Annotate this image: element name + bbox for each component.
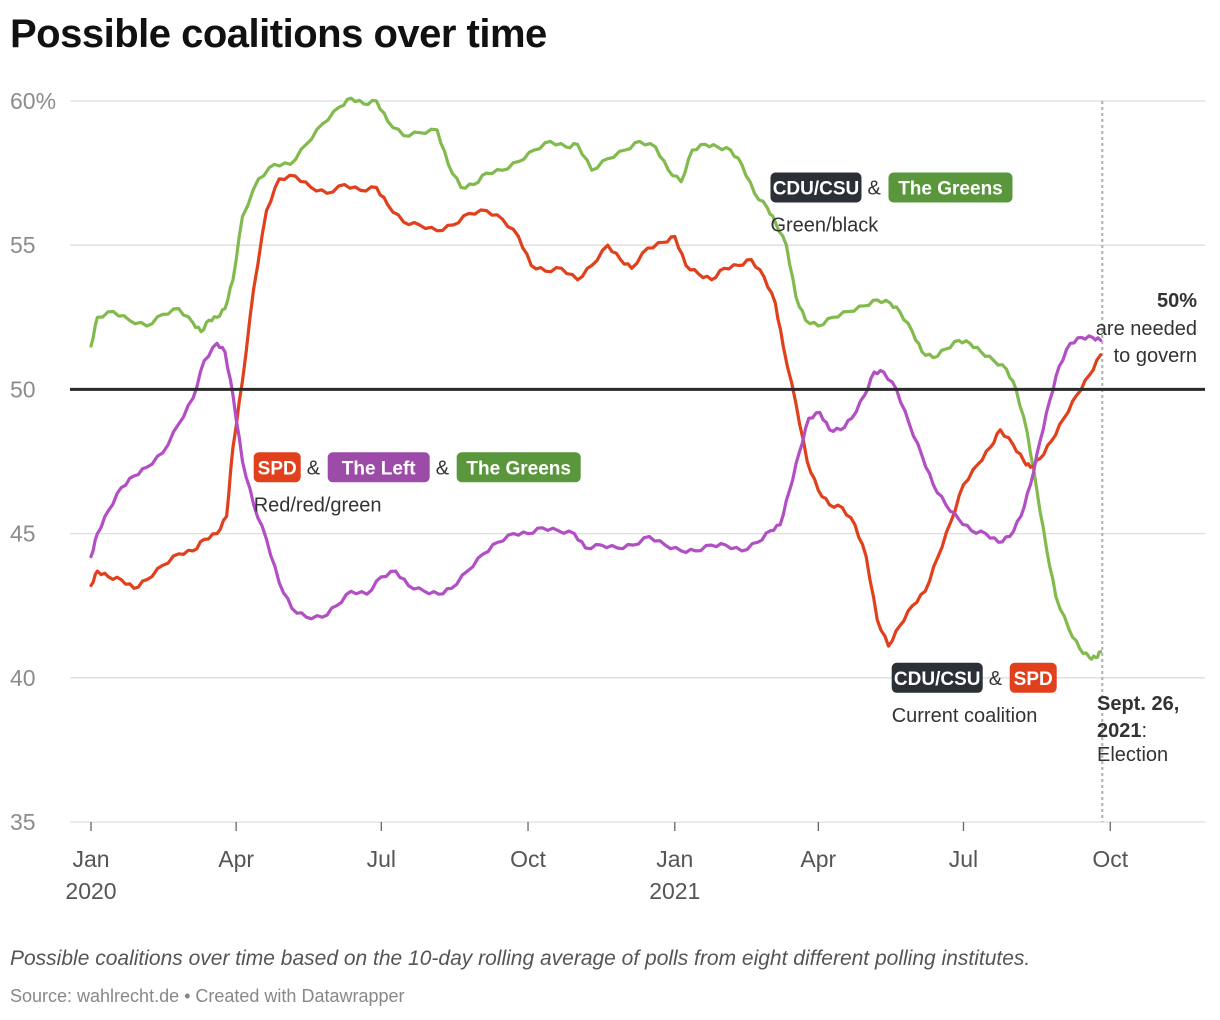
party-pill bbox=[456, 452, 581, 483]
y-tick-label: 60% bbox=[10, 88, 56, 114]
x-tick-label: Apr bbox=[800, 846, 836, 872]
annotation-green_black: CDU/CSU & The Greens Green/black bbox=[770, 172, 1013, 237]
chart-notes: Possible coalitions over time based on t… bbox=[10, 947, 1031, 970]
party-pill bbox=[770, 172, 862, 203]
x-tick-year-label: 2021 bbox=[649, 878, 700, 904]
party-pill-label: The Left bbox=[342, 458, 417, 479]
party-pill bbox=[891, 662, 983, 693]
chart-source: Source: wahlrecht.de • Created with Data… bbox=[10, 986, 405, 1006]
party-pill-label: SPD bbox=[258, 458, 297, 479]
series-line-green_black bbox=[89, 96, 1103, 661]
party-pill bbox=[1009, 662, 1057, 693]
coalition-name-label: Current coalition bbox=[892, 705, 1038, 727]
election-marker: Sept. 26, 2021:Election bbox=[1097, 101, 1179, 822]
page-title: Possible coalitions over time bbox=[10, 12, 547, 56]
series-line-current bbox=[89, 173, 1103, 648]
threshold-label-text: are needed bbox=[1096, 318, 1197, 340]
threshold-label-value: 50% bbox=[1157, 290, 1197, 312]
x-tick-label: Apr bbox=[218, 846, 254, 872]
party-pill-label: The Greens bbox=[898, 179, 1003, 200]
x-tick-label: Oct bbox=[510, 846, 546, 872]
series-line-red_red_green bbox=[89, 334, 1103, 621]
election-label-date: Sept. 26, bbox=[1097, 693, 1179, 715]
y-axis: 60% 55 50 45 40 35 bbox=[10, 88, 56, 835]
ampersand-label: & bbox=[867, 178, 881, 200]
y-tick-label: 55 bbox=[10, 232, 36, 258]
party-pill bbox=[888, 172, 1013, 203]
threshold-label-text: to govern bbox=[1114, 345, 1197, 367]
y-tick-label: 40 bbox=[10, 665, 36, 691]
election-label-year: 2021: bbox=[1097, 720, 1147, 742]
party-pill bbox=[327, 452, 430, 483]
party-pill-label: SPD bbox=[1014, 669, 1053, 690]
party-pill-label: CDU/CSU bbox=[894, 669, 981, 690]
x-tick-year-label: 2020 bbox=[65, 878, 116, 904]
x-tick-label: Jul bbox=[367, 846, 396, 872]
party-pill-label: The Greens bbox=[466, 458, 571, 479]
ampersand-label: & bbox=[436, 457, 450, 479]
y-tick-label: 45 bbox=[10, 521, 36, 547]
series-lines bbox=[89, 96, 1103, 661]
threshold-line-group: 50% are needed to govern bbox=[70, 290, 1205, 391]
party-pill-label: CDU/CSU bbox=[773, 179, 860, 200]
ampersand-label: & bbox=[307, 457, 321, 479]
coalition-name-label: Green/black bbox=[770, 215, 879, 237]
election-label-text: Election bbox=[1097, 744, 1168, 766]
x-tick-label: Jan bbox=[656, 846, 693, 872]
party-pill bbox=[253, 452, 301, 483]
x-axis: Jan 2020 Apr Jul Oct Jan 2021 Apr Jul Oct bbox=[65, 822, 1129, 904]
x-tick-label: Jul bbox=[949, 846, 978, 872]
x-tick-label: Jan bbox=[72, 846, 109, 872]
annotation-current: CDU/CSU & SPD Current coalition bbox=[891, 662, 1057, 727]
y-tick-label: 50 bbox=[10, 376, 36, 402]
x-tick-label: Oct bbox=[1092, 846, 1128, 872]
y-tick-label: 35 bbox=[10, 809, 36, 835]
coalition-name-label: Red/red/green bbox=[254, 494, 382, 516]
line-chart: 60% 55 50 45 40 35 Jan 2020 Apr Jul Oct Jan 2021 Apr… bbox=[10, 88, 1205, 904]
ampersand-label: & bbox=[989, 668, 1003, 690]
